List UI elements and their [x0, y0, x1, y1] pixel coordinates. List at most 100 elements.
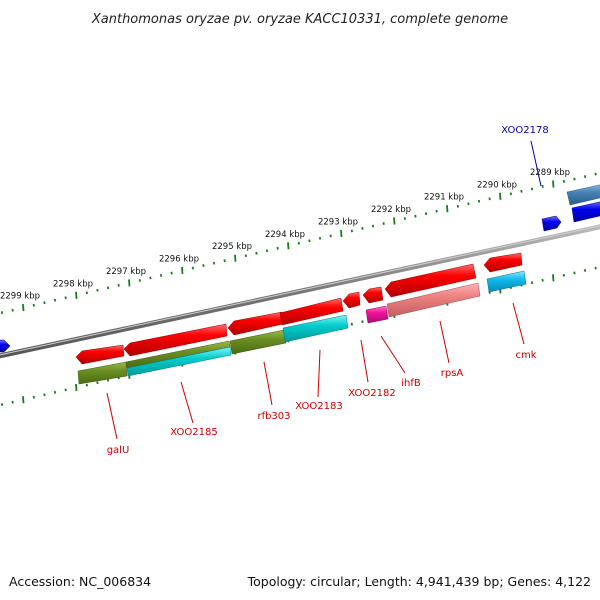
inner-scale-minor-tick	[43, 393, 46, 397]
feature-olive-galU[interactable]	[77, 361, 128, 385]
gene-galU-arrow[interactable]	[75, 344, 125, 365]
outer-scale-minor-tick	[106, 286, 110, 290]
reverse-strand-genes	[75, 252, 523, 365]
outer-scale-minor-tick	[265, 249, 269, 253]
leader-XOO2178	[530, 140, 542, 187]
outer-scale-minor-tick	[382, 222, 385, 225]
outer-scale-major-tick	[393, 217, 396, 225]
inner-scale-minor-tick	[11, 400, 14, 404]
gene-XOO2185-arrow[interactable]	[123, 323, 228, 357]
outer-scale-minor-tick	[403, 217, 406, 220]
outer-scale-minor-tick	[43, 301, 46, 305]
gene-label-XOO2183[interactable]: XOO2183	[295, 401, 342, 412]
outer-scale-minor-tick	[212, 261, 216, 265]
outer-scale-major-tick	[446, 205, 449, 213]
outer-scale-minor-tick	[191, 266, 194, 270]
gene-XOO2183-arrow[interactable]	[279, 297, 344, 326]
leader-XOO2185	[180, 381, 194, 424]
outer-scale-minor-tick	[85, 291, 88, 295]
outer-scale-major-tick	[128, 279, 131, 287]
leader-ihfB	[380, 335, 406, 374]
feature-cyan-XOO2183[interactable]	[282, 314, 349, 343]
outer-scale-major-tick	[340, 229, 343, 237]
gene-label-leaders	[106, 140, 542, 440]
scale-tick-labels: 2289 kbp 2290 kbp 2291 kbp 2292 kbp 2293 kbp…	[0, 168, 570, 302]
feature-salmon-rpsA[interactable]	[386, 282, 481, 318]
gene-label-ihfB[interactable]: ihfB	[401, 378, 421, 389]
scale-tick-label: 2298 kbp	[53, 279, 93, 289]
feature-sky-cmk[interactable]	[486, 270, 527, 293]
leader-galU	[106, 392, 118, 440]
gene-XOO2178-arrow[interactable]	[541, 215, 562, 232]
gene-rpsA-arrow[interactable]	[384, 263, 477, 298]
gene-ihfB-arrow[interactable]	[362, 286, 384, 304]
inner-scale-minor-tick	[64, 388, 67, 392]
inner-scale-minor-tick	[530, 281, 534, 285]
feature-blue-left-edge[interactable]	[0, 339, 11, 353]
outer-scale-minor-tick	[276, 246, 279, 250]
inner-scale-minor-tick	[594, 266, 597, 270]
outer-scale-minor-tick	[96, 288, 99, 292]
inner-scale-minor-tick	[0, 403, 4, 406]
outer-scale-major-tick	[181, 266, 184, 275]
gene-label-XOO2185[interactable]: XOO2185	[170, 427, 217, 438]
leader-XOO2183	[317, 349, 321, 398]
outer-scale-minor-tick	[159, 274, 163, 277]
outer-scale-minor-tick	[541, 185, 544, 188]
gene-label-rpsA[interactable]: rpsA	[441, 368, 464, 379]
outer-scale-minor-tick	[562, 180, 565, 183]
leader-cmk	[512, 302, 525, 345]
outer-scale-minor-tick	[424, 212, 428, 216]
outer-scale-minor-tick	[53, 298, 57, 302]
feature-blue-upper-right[interactable]	[571, 201, 600, 223]
outer-scale-minor-tick	[594, 172, 597, 176]
gene-label-galU[interactable]: galU	[107, 445, 130, 456]
outer-scale-minor-tick	[520, 189, 523, 193]
scale-tick-label: 2290 kbp	[477, 180, 517, 190]
outer-scale-ticks	[0, 172, 597, 314]
feature-cyan-XOO2185[interactable]	[126, 346, 232, 377]
gene-label-cmk[interactable]: cmk	[515, 350, 536, 361]
outer-scale-minor-tick	[244, 254, 247, 258]
outer-scale-minor-tick	[149, 276, 152, 280]
scale-tick-label: 2292 kbp	[371, 205, 411, 215]
outer-scale-minor-tick	[456, 204, 459, 208]
outer-scale-minor-tick	[467, 202, 470, 206]
inner-scale-minor-tick	[361, 320, 364, 324]
scale-tick-label: 2296 kbp	[159, 255, 199, 265]
gene-rfb303-arrow[interactable]	[227, 311, 284, 336]
gene-label-XOO2182[interactable]: XOO2182	[348, 388, 395, 399]
feature-magenta-ihfB[interactable]	[365, 305, 389, 324]
outer-scale-minor-tick	[11, 308, 14, 312]
gene-label-XOO2178[interactable]: XOO2178	[501, 125, 548, 136]
inner-scale-minor-tick	[96, 381, 99, 385]
outer-scale-minor-tick	[477, 199, 481, 203]
outer-scale-major-tick	[234, 254, 237, 262]
inner-scale-minor-tick	[583, 269, 587, 272]
leader-XOO2182	[360, 339, 369, 383]
outer-scale-minor-tick	[573, 177, 576, 181]
outer-scale-major-tick	[22, 304, 25, 312]
leader-rfb303	[263, 361, 273, 406]
feature-steel-upper-right[interactable]	[566, 184, 600, 206]
outer-scale-minor-tick	[414, 214, 417, 218]
gene-XOO2182-arrow[interactable]	[342, 291, 361, 309]
forward-strand-features	[0, 184, 600, 353]
outer-scale-minor-tick	[435, 209, 438, 213]
feature-olive-rfb303[interactable]	[229, 329, 287, 355]
gene-cmk-arrow[interactable]	[483, 252, 523, 273]
outer-scale-major-tick	[499, 192, 502, 200]
outer-scale-minor-tick	[509, 192, 512, 196]
inner-scale-minor-tick	[85, 383, 88, 387]
outer-scale-minor-tick	[297, 241, 300, 245]
outer-scale-minor-tick	[583, 175, 587, 178]
outer-scale-minor-tick	[117, 283, 120, 287]
outer-scale-major-tick	[75, 291, 78, 299]
scale-tick-label: 2294 kbp	[265, 230, 305, 240]
gene-label-rfb303[interactable]: rfb303	[257, 411, 290, 422]
scale-tick-label: 2291 kbp	[424, 193, 464, 203]
inner-scale-minor-tick	[53, 390, 57, 394]
outer-scale-minor-tick	[371, 224, 375, 228]
